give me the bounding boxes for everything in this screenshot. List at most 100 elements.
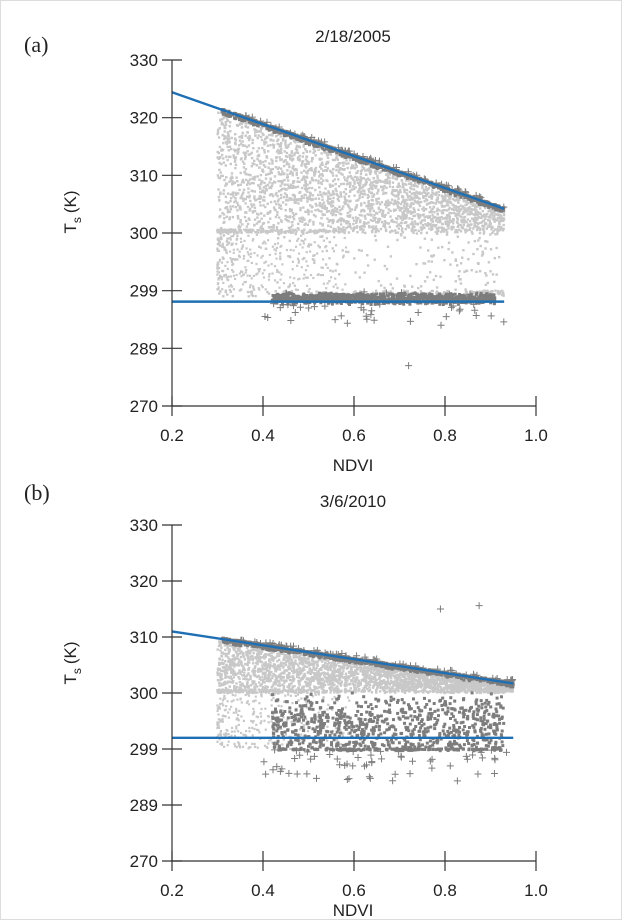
scatter-point xyxy=(456,231,459,234)
scatter-point xyxy=(444,220,447,223)
scatter-point xyxy=(247,187,250,190)
scatter-point xyxy=(359,225,363,228)
scatter-point xyxy=(448,221,451,225)
scatter-point xyxy=(374,292,378,296)
scatter-point xyxy=(377,207,381,210)
scatter-point xyxy=(232,195,235,198)
scatter-point xyxy=(236,215,240,218)
scatter-point xyxy=(436,213,439,216)
scatter-point xyxy=(446,190,450,194)
scatter-point xyxy=(297,278,300,281)
scatter-point xyxy=(303,273,306,276)
scatter-point xyxy=(300,199,303,202)
scatter-point xyxy=(418,197,421,200)
scatter-point xyxy=(241,244,245,247)
scatter-point xyxy=(248,207,252,211)
scatter-point xyxy=(363,224,366,227)
scatter-point xyxy=(267,278,271,281)
scatter-point xyxy=(218,260,221,263)
scatter-point xyxy=(463,295,467,299)
scatter-point xyxy=(266,290,269,294)
scatter-point xyxy=(273,279,277,282)
scatter-point xyxy=(410,184,413,187)
scatter-point xyxy=(370,225,374,229)
scatter-point xyxy=(284,143,287,146)
scatter-point xyxy=(294,167,297,171)
scatter-point xyxy=(304,276,307,279)
scatter-point xyxy=(276,167,280,171)
scatter-point xyxy=(303,187,307,191)
scatter-point xyxy=(306,295,310,299)
scatter-point xyxy=(258,159,261,163)
scatter-point xyxy=(233,160,237,163)
scatter-point xyxy=(454,207,458,210)
scatter-point xyxy=(313,261,316,265)
scatter-point xyxy=(275,202,278,206)
scatter-point xyxy=(312,223,315,226)
scatter-point xyxy=(423,280,427,283)
scatter-point xyxy=(269,144,272,147)
scatter-point xyxy=(399,217,402,220)
scatter-point xyxy=(277,203,281,206)
scatter-point xyxy=(384,289,387,293)
scatter-point xyxy=(316,293,320,297)
scatter-point xyxy=(301,296,304,300)
scatter-point xyxy=(493,211,496,215)
scatter-point xyxy=(239,171,242,175)
scatter-point xyxy=(470,290,473,293)
scatter-point xyxy=(432,192,435,195)
scatter-point xyxy=(259,173,263,177)
scatter-point xyxy=(292,282,295,285)
scatter-point xyxy=(458,208,461,211)
scatter-point xyxy=(382,293,386,297)
scatter-point xyxy=(431,195,434,198)
scatter-point xyxy=(230,285,234,288)
scatter-point xyxy=(216,131,220,134)
scatter-point xyxy=(358,196,361,200)
scatter-point xyxy=(390,220,393,223)
scatter-point xyxy=(364,162,368,166)
scatter-point xyxy=(344,192,348,196)
scatter-point xyxy=(267,292,271,295)
scatter-point xyxy=(276,142,279,146)
scatter-point xyxy=(275,246,279,249)
scatter-point xyxy=(227,113,231,116)
scatter-point xyxy=(367,195,371,198)
scatter-point xyxy=(296,288,299,291)
scatter-point xyxy=(416,294,420,298)
scatter-point xyxy=(428,195,432,198)
scatter-point xyxy=(226,261,229,264)
scatter-point xyxy=(464,301,468,305)
scatter-point xyxy=(436,198,439,201)
scatter-point xyxy=(396,204,399,207)
scatter-point xyxy=(344,202,347,205)
scatter-point xyxy=(220,261,224,264)
scatter-point xyxy=(359,295,363,299)
scatter-point xyxy=(475,270,478,274)
scatter-point xyxy=(337,185,341,188)
scatter-point xyxy=(248,228,251,231)
scatter-point xyxy=(332,193,336,196)
scatter-point xyxy=(372,203,375,206)
scatter-point xyxy=(352,178,355,182)
scatter-point xyxy=(284,139,287,142)
scatter-point xyxy=(263,190,267,193)
scatter-point xyxy=(237,217,240,220)
scatter-point xyxy=(499,213,502,217)
scatter-point xyxy=(411,226,415,229)
scatter-point xyxy=(314,202,317,206)
scatter-point xyxy=(490,212,493,216)
scatter-point xyxy=(473,239,477,243)
scatter-point xyxy=(394,229,397,232)
scatter-point xyxy=(289,157,292,160)
scatter-point xyxy=(278,206,281,209)
scatter-point xyxy=(237,231,240,234)
scatter-point xyxy=(440,230,443,234)
scatter-point xyxy=(456,210,459,213)
scatter-point xyxy=(475,228,479,232)
scatter-point xyxy=(250,165,253,168)
scatter-point xyxy=(368,190,371,193)
scatter-point xyxy=(303,178,306,181)
scatter-point xyxy=(416,213,419,216)
scatter-point xyxy=(430,238,433,241)
